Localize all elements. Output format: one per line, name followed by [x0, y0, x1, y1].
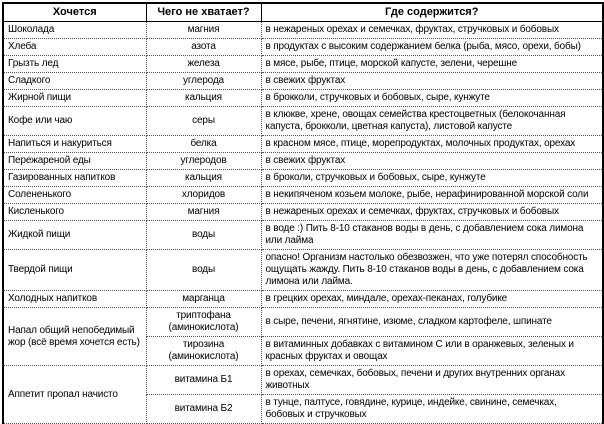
- lack-cell: углерода: [145, 72, 262, 90]
- lack-cell: серы: [145, 106, 262, 136]
- craving-cell: Газированных напитков: [2, 169, 147, 187]
- craving-cell: Кофе или чаю: [2, 106, 147, 136]
- lack-cell: марганца: [145, 290, 262, 308]
- header-craving: Хочется: [2, 2, 147, 22]
- lack-cell: кальция: [145, 89, 262, 107]
- table-row: Кисленького магния в нежареных орехах и се…: [2, 203, 604, 221]
- craving-cell: Твердой пищи: [2, 249, 147, 291]
- source-cell: в нежареных орехах и семечках, фруктах, …: [260, 21, 604, 39]
- source-cell: в красном мясе, птице, морепродуктах, мо…: [260, 135, 604, 153]
- craving-cell: Напиться и накуриться: [2, 135, 147, 153]
- craving-cell: Грызть лед: [2, 55, 147, 73]
- table-row: Хлеба азота в продуктах с высоким содержан…: [2, 38, 604, 56]
- lack-cell: углеродов: [145, 152, 262, 170]
- lack-cell: кальция: [145, 169, 262, 187]
- source-cell: в грецких орехах, миндале, орехах-пекана…: [260, 290, 604, 308]
- header-lack: Чего не хватает?: [145, 2, 262, 22]
- craving-cell: Аппетит пропал начисто: [2, 365, 147, 424]
- source-cell: в некипяченом козьем молоке, рыбе, нераф…: [260, 186, 604, 204]
- source-cell: в нежареных орехах и семечках, фруктах, …: [260, 203, 604, 221]
- table-row: Напиться и накуриться белка в красном мясе…: [2, 135, 604, 153]
- table-row: Газированных напитков кальция в броколи, с…: [2, 169, 604, 187]
- source-cell: в броколи, стручковых и бобовых, сыре, к…: [260, 169, 604, 187]
- source-cell: в воде :) Пить 8-10 стаканов воды в день…: [260, 220, 604, 250]
- craving-cell: Шоколада: [2, 21, 147, 39]
- lack-cell: магния: [145, 21, 262, 39]
- table-row: Напал общий непобедимый жор (всё время х…: [2, 307, 604, 366]
- lack-cell: тирозина (аминокислота): [145, 336, 262, 366]
- craving-cell: Хлеба: [2, 38, 147, 56]
- source-cell: в орехах, семечках, бобовых, печени и др…: [260, 365, 604, 395]
- lack-cell: магния: [145, 203, 262, 221]
- header-source: Где содержится?: [260, 2, 604, 22]
- lack-cell: витамина Б1: [145, 365, 262, 395]
- lack-cell: азота: [145, 38, 262, 56]
- table-body: Шоколада магния в нежареных орехах и семеч…: [2, 21, 604, 424]
- table-row: Шоколада магния в нежареных орехах и семеч…: [2, 21, 604, 39]
- table-row: Пережареной еды углеродов в свежих фруктах: [2, 152, 604, 170]
- table-row: Кофе или чаю серы в клюкве, хрене, овощах …: [2, 106, 604, 136]
- craving-cell: Кисленького: [2, 203, 147, 221]
- table-row: Сладкого углерода в свежих фруктах: [2, 72, 604, 90]
- source-cell: опасно! Организм настолько обезвозжен, ч…: [260, 249, 604, 291]
- table-row: Холодных напитков марганца в грецких ореха…: [2, 290, 604, 308]
- craving-cell: Сладкого: [2, 72, 147, 90]
- lack-cell: железа: [145, 55, 262, 73]
- craving-cell: Жирной пищи: [2, 89, 147, 107]
- craving-cell: Пережареной еды: [2, 152, 147, 170]
- craving-cell: Жидкой пищи: [2, 220, 147, 250]
- lack-cell: воды: [145, 249, 262, 291]
- lack-cell: триптофана (аминокислота): [145, 307, 262, 337]
- source-cell: в свежих фруктах: [260, 72, 604, 90]
- craving-cell: Солененького: [2, 186, 147, 204]
- table-row: Жидкой пищи воды в воде :) Пить 8-10 стака…: [2, 220, 604, 250]
- source-cell: в клюкве, хрене, овощах семейства кресто…: [260, 106, 604, 136]
- source-cell: в сыре, печени, ягнятине, изюме, сладком…: [260, 307, 604, 337]
- table-row: Солененького хлоридов в некипяченом козьем…: [2, 186, 604, 204]
- table-row: Грызть лед железа в мясе, рыбе, птице, мор…: [2, 55, 604, 73]
- source-cell: в тунце, палтусе, говядине, курице, инде…: [260, 394, 604, 424]
- craving-cell: Холодных напитков: [2, 290, 147, 308]
- source-cell: в брокколи, стручковых и бобовых, сыре, …: [260, 89, 604, 107]
- source-cell: в витаминных добавках с витамином С или …: [260, 336, 604, 366]
- table-header-row: Хочется Чего не хватает? Где содержится?: [2, 2, 604, 22]
- source-cell: в свежих фруктах: [260, 152, 604, 170]
- table-row: Твердой пищи воды опасно! Организм настоль…: [2, 249, 604, 291]
- lack-cell: воды: [145, 220, 262, 250]
- table-row: Аппетит пропал начисто витамина Б1 в ореха…: [2, 365, 604, 424]
- table-row: тирозина (аминокислота) в витаминных доба…: [3, 336, 604, 366]
- lack-cell: белка: [145, 135, 262, 153]
- lack-cell: витамина Б2: [145, 394, 262, 424]
- source-cell: в продуктах с высоким содержанием белка …: [260, 38, 604, 56]
- table-row: Жирной пищи кальция в брокколи, стручковых…: [2, 89, 604, 107]
- table-row: витамина Б2 в тунце, палтусе, говядине, к…: [3, 394, 604, 424]
- source-cell: в мясе, рыбе, птице, морской капусте, зе…: [260, 55, 604, 73]
- lack-cell: хлоридов: [145, 186, 262, 204]
- craving-cell: Напал общий непобедимый жор (всё время х…: [2, 307, 147, 366]
